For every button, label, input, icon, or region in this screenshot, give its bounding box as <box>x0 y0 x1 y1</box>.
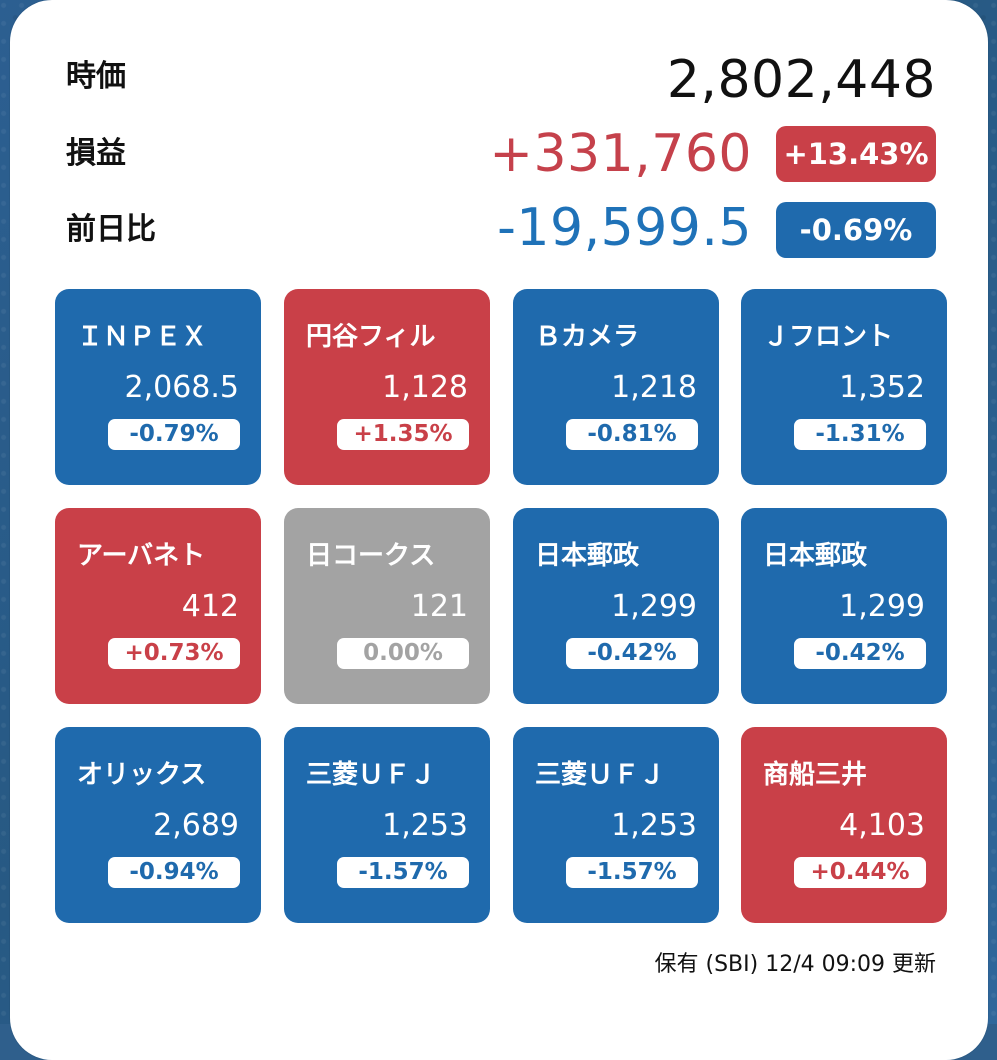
stock-change-badge: -1.31% <box>794 419 926 450</box>
stock-name: 商船三井 <box>763 760 868 790</box>
stock-price: 1,218 <box>611 370 697 405</box>
stock-price: 4,103 <box>839 808 925 843</box>
stock-change-badge: -1.57% <box>337 857 469 888</box>
stock-change-badge: +1.35% <box>337 419 469 450</box>
stock-name: 三菱ＵＦＪ <box>535 760 666 790</box>
stock-tile-tsuburaya-fields[interactable]: 円谷フィル 1,128 +1.35% <box>284 289 490 485</box>
stock-price: 412 <box>181 589 239 624</box>
stock-change-badge: 0.00% <box>337 638 469 669</box>
stock-name: Ｂカメラ <box>535 322 640 352</box>
stock-price: 1,253 <box>382 808 468 843</box>
market-value-label: 時価 <box>66 59 126 94</box>
profit-loss-label: 損益 <box>66 136 126 171</box>
stock-name: Ｊフロント <box>763 322 894 352</box>
stock-change-badge: -0.81% <box>566 419 698 450</box>
stock-tile-mufg-1[interactable]: 三菱ＵＦＪ 1,253 -1.57% <box>284 727 490 923</box>
portfolio-widget[interactable]: 時価 2,802,448 損益 +331,760 +13.43% 前日比 -19… <box>10 0 988 1060</box>
stock-price: 1,253 <box>611 808 697 843</box>
stock-change-badge: -0.94% <box>108 857 240 888</box>
stock-name: 日コークス <box>306 541 436 571</box>
stock-change-badge: -1.57% <box>566 857 698 888</box>
stock-name: 円谷フィル <box>306 322 436 352</box>
stock-change-badge: -0.79% <box>108 419 240 450</box>
stock-name: 日本郵政 <box>535 541 640 571</box>
stock-tile-arbanet[interactable]: アーバネト 412 +0.73% <box>55 508 261 704</box>
stock-change-badge: +0.73% <box>108 638 240 669</box>
profit-loss-percent-badge: +13.43% <box>776 126 936 182</box>
stock-change-badge: -0.42% <box>566 638 698 669</box>
day-change-label: 前日比 <box>66 212 156 247</box>
stock-price: 1,299 <box>839 589 925 624</box>
stock-tile-mufg-2[interactable]: 三菱ＵＦＪ 1,253 -1.57% <box>513 727 719 923</box>
last-updated-text: 保有 (SBI) 12/4 09:09 更新 <box>654 952 937 977</box>
stock-change-badge: +0.44% <box>794 857 926 888</box>
stock-tile-japan-post-1[interactable]: 日本郵政 1,299 -0.42% <box>513 508 719 704</box>
stock-price: 121 <box>410 589 468 624</box>
stock-tile-inpex[interactable]: ＩＮＰＥＸ 2,068.5 -0.79% <box>55 289 261 485</box>
stock-name: オリックス <box>77 760 207 790</box>
profit-loss-value: +331,760 <box>489 124 752 184</box>
day-change-percent-badge: -0.69% <box>776 202 936 258</box>
stock-price: 2,068.5 <box>124 370 239 405</box>
stock-name: 三菱ＵＦＪ <box>306 760 437 790</box>
market-value: 2,802,448 <box>666 50 936 110</box>
stock-price: 1,352 <box>839 370 925 405</box>
stock-name: ＩＮＰＥＸ <box>77 322 208 352</box>
stock-tile-mol[interactable]: 商船三井 4,103 +0.44% <box>741 727 947 923</box>
stock-tile-orix[interactable]: オリックス 2,689 -0.94% <box>55 727 261 923</box>
day-change-value: -19,599.5 <box>497 198 752 258</box>
stock-tile-bic-camera[interactable]: Ｂカメラ 1,218 -0.81% <box>513 289 719 485</box>
stock-price: 1,299 <box>611 589 697 624</box>
stock-change-badge: -0.42% <box>794 638 926 669</box>
stock-tile-j-front[interactable]: Ｊフロント 1,352 -1.31% <box>741 289 947 485</box>
stock-tile-nippon-coke[interactable]: 日コークス 121 0.00% <box>284 508 490 704</box>
stock-price: 1,128 <box>382 370 468 405</box>
stock-name: 日本郵政 <box>763 541 868 571</box>
stock-tile-japan-post-2[interactable]: 日本郵政 1,299 -0.42% <box>741 508 947 704</box>
stock-name: アーバネト <box>77 541 206 571</box>
stock-price: 2,689 <box>153 808 239 843</box>
